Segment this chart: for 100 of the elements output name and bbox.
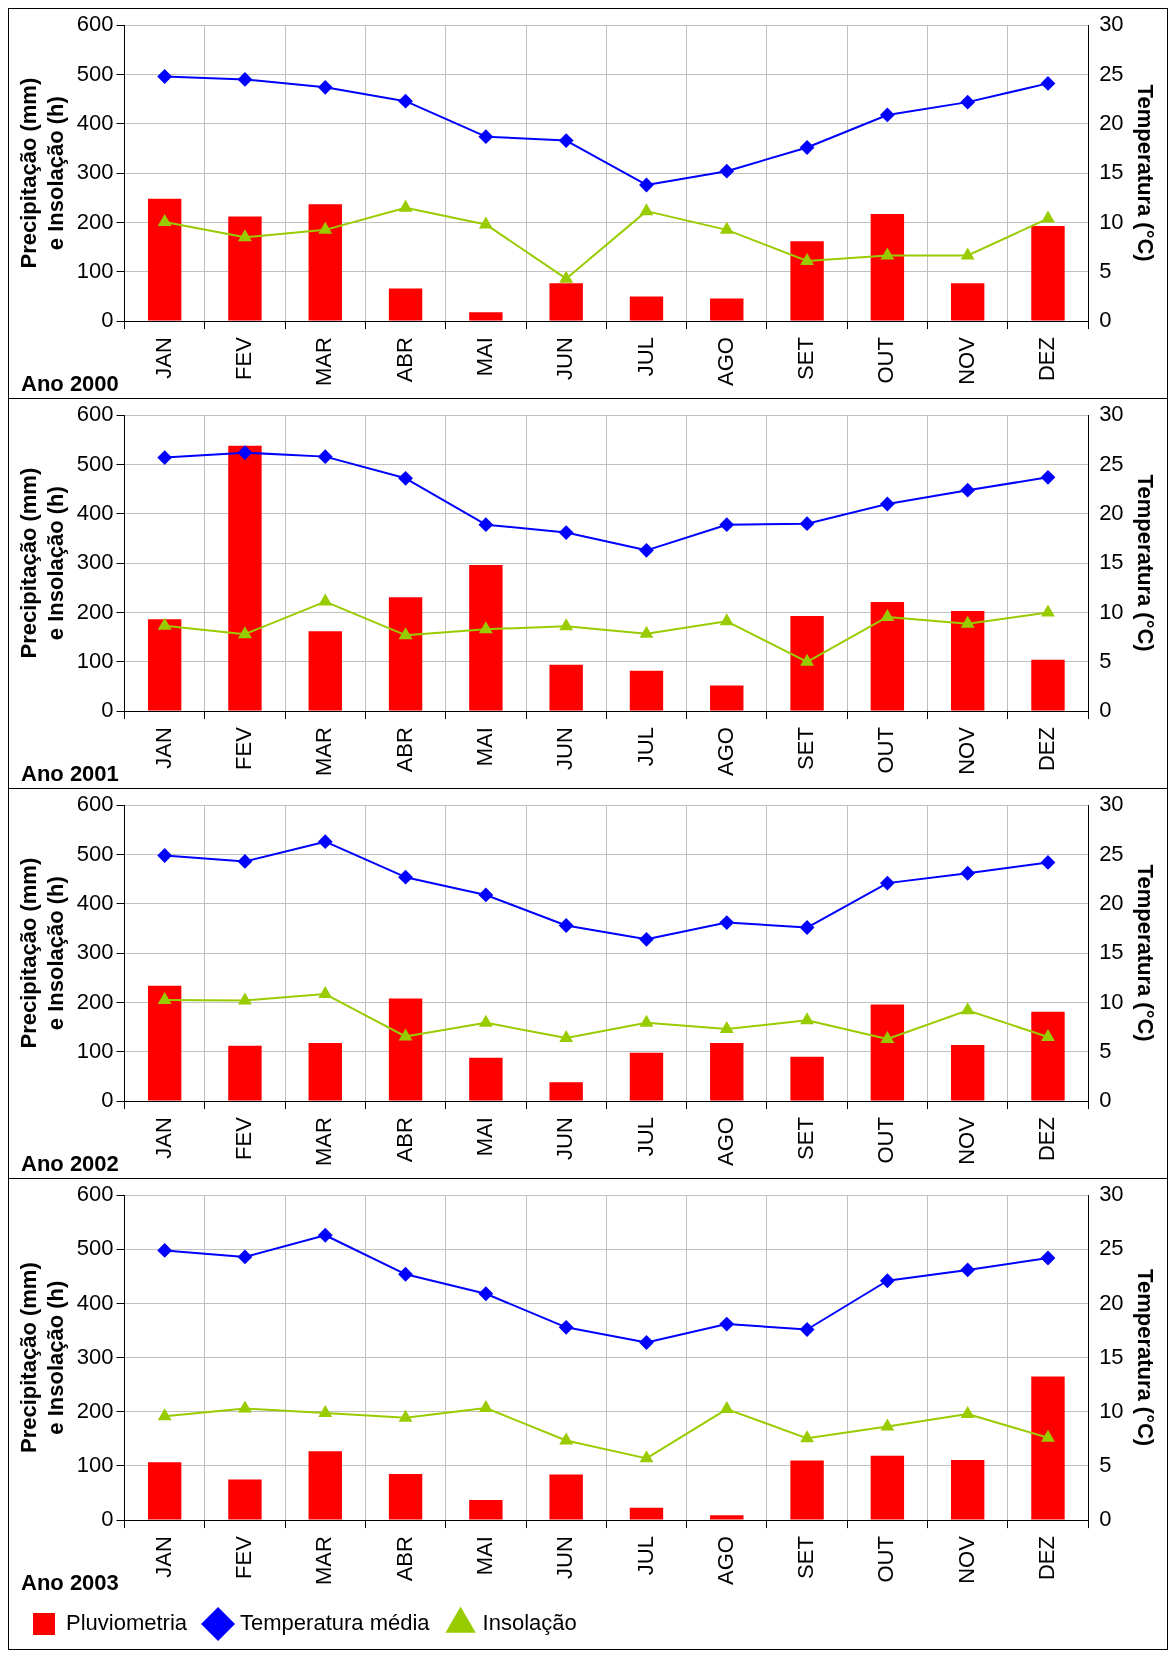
y2-tick-label: 0 — [1099, 1087, 1112, 1113]
y2-tick-label: 0 — [1099, 697, 1112, 723]
y2-tick-label: 30 — [1099, 1181, 1124, 1207]
y-tick-label: 400 — [76, 889, 114, 915]
x-tick-label: JUL — [632, 337, 658, 377]
y-tick-label: 500 — [76, 840, 114, 866]
text: Ano 2000 — [21, 371, 119, 397]
y2-axis-title: Temperatura (°C) — [1132, 84, 1158, 262]
y-tick-label: 0 — [101, 697, 114, 723]
y-tick-label: 300 — [76, 1343, 114, 1369]
y-tick-label: 200 — [76, 208, 114, 234]
y-tick-label: 300 — [76, 549, 114, 575]
y-axis-title: Precipitação (mm) e Insolação (h) — [16, 1262, 68, 1454]
x-tick-label: OUT — [873, 1117, 899, 1164]
x-tick-label: SET — [793, 1117, 819, 1160]
y-tick-label: 500 — [76, 1235, 114, 1261]
x-tick-label: AGO — [712, 727, 738, 777]
x-tick-label: NOV — [953, 336, 979, 385]
y-tick-label: 500 — [76, 450, 114, 476]
y-tick-label: 100 — [76, 1037, 114, 1063]
y2-tick-label: 15 — [1099, 939, 1124, 965]
y2-tick-label: 0 — [1099, 1506, 1112, 1532]
y-tick-label: 600 — [76, 1181, 114, 1207]
y-tick-label: 400 — [76, 1289, 114, 1315]
x-tick-label: NOV — [953, 726, 979, 775]
y-tick-label: 200 — [76, 598, 114, 624]
legend-label: Insolação — [482, 1610, 577, 1636]
x-tick-label: JAN — [150, 1536, 176, 1578]
y2-tick-label: 25 — [1099, 840, 1124, 866]
y2-tick-label: 10 — [1099, 208, 1124, 234]
y-tick-label: 400 — [76, 109, 114, 135]
y2-tick-label: 10 — [1099, 1397, 1124, 1423]
x-tick-label: MAI — [471, 727, 497, 767]
y2-tick-label: 30 — [1099, 401, 1124, 427]
y2-tick-label: 10 — [1099, 598, 1124, 624]
y-tick-label: 400 — [76, 499, 114, 525]
y2-axis-title: Temperatura (°C) — [1132, 474, 1158, 652]
x-tick-label: JAN — [150, 337, 176, 379]
y-axis-title: Precipitação (mm) e Insolação (h) — [16, 77, 68, 269]
y2-tick-label: 5 — [1099, 1037, 1112, 1063]
y-tick-label: 300 — [76, 159, 114, 185]
x-tick-label: JUN — [552, 1536, 578, 1579]
x-tick-label: JUL — [632, 1117, 658, 1157]
y-tick-label: 0 — [101, 1087, 114, 1113]
y-tick-label: 100 — [76, 1452, 114, 1478]
text: Ano 2003 — [21, 1570, 119, 1596]
x-tick-label: OUT — [873, 727, 899, 774]
y2-tick-label: 5 — [1099, 1452, 1112, 1478]
y2-tick-label: 5 — [1099, 257, 1112, 283]
x-tick-label: JAN — [150, 1117, 176, 1159]
x-tick-label: JUN — [552, 727, 578, 770]
x-tick-label: OUT — [873, 1536, 899, 1583]
y2-tick-label: 30 — [1099, 11, 1124, 37]
y-tick-label: 0 — [101, 1506, 114, 1532]
y2-tick-label: 25 — [1099, 450, 1124, 476]
x-tick-label: DEZ — [1034, 727, 1060, 772]
y2-tick-label: 20 — [1099, 1289, 1124, 1315]
y-tick-label: 600 — [76, 401, 114, 427]
y-tick-label: 0 — [101, 307, 114, 333]
x-tick-label: DEZ — [1034, 1536, 1060, 1581]
y2-axis-title: Temperatura (°C) — [1132, 864, 1158, 1042]
x-tick-label: JUL — [632, 727, 658, 767]
y-axis-title: Precipitação (mm) e Insolação (h) — [16, 857, 68, 1049]
y-tick-label: 300 — [76, 939, 114, 965]
y-tick-label: 500 — [76, 60, 114, 86]
x-tick-label: FEV — [231, 1116, 257, 1160]
y-tick-label: 600 — [76, 11, 114, 37]
x-tick-label: MAI — [471, 1117, 497, 1157]
x-tick-label: FEV — [231, 726, 257, 770]
x-tick-label: DEZ — [1034, 1117, 1060, 1162]
x-tick-label: JAN — [150, 727, 176, 769]
x-tick-label: AGO — [712, 337, 738, 387]
x-tick-label: SET — [793, 337, 819, 380]
x-tick-label: SET — [793, 727, 819, 770]
legend-label: Temperatura média — [240, 1610, 431, 1636]
text: Ano 2002 — [21, 1151, 119, 1177]
x-tick-label: AGO — [712, 1536, 738, 1586]
y2-tick-label: 25 — [1099, 60, 1124, 86]
text: Ano 2001 — [21, 761, 119, 787]
y-tick-label: 600 — [76, 791, 114, 817]
x-tick-label: MAR — [311, 337, 337, 386]
y2-tick-label: 5 — [1099, 647, 1112, 673]
x-tick-label: MAR — [311, 1117, 337, 1166]
y-tick-label: 100 — [76, 257, 114, 283]
x-tick-label: NOV — [953, 1116, 979, 1165]
x-tick-label: MAI — [471, 337, 497, 377]
y-tick-label: 200 — [76, 1397, 114, 1423]
x-tick-label: OUT — [873, 337, 899, 384]
y-tick-label: 200 — [76, 988, 114, 1014]
y2-axis-title: Temperatura (°C) — [1132, 1269, 1158, 1447]
x-tick-label: AGO — [712, 1117, 738, 1167]
y2-tick-label: 30 — [1099, 791, 1124, 817]
y2-tick-label: 10 — [1099, 988, 1124, 1014]
x-tick-label: ABR — [391, 1117, 417, 1163]
y2-tick-label: 25 — [1099, 1235, 1124, 1261]
x-tick-label: JUL — [632, 1536, 658, 1576]
y2-tick-label: 15 — [1099, 159, 1124, 185]
x-tick-label: FEV — [231, 336, 257, 380]
y2-tick-label: 15 — [1099, 549, 1124, 575]
x-tick-label: NOV — [953, 1535, 979, 1584]
